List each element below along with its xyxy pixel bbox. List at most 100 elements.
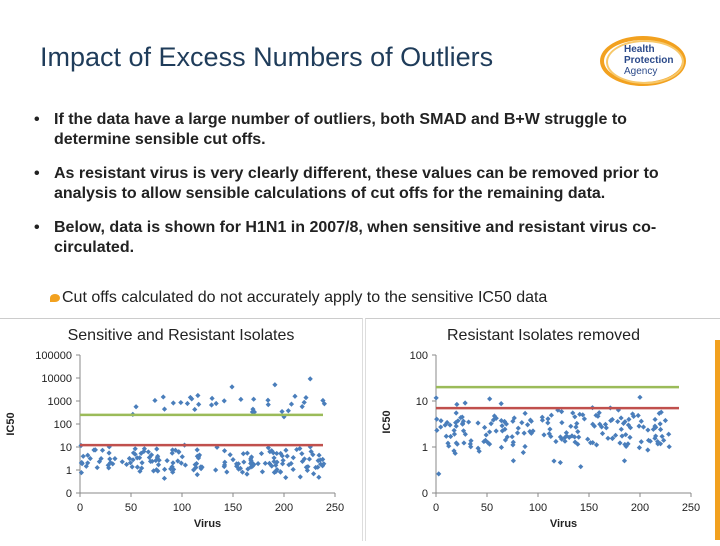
- data-point: [316, 474, 322, 480]
- data-point: [191, 467, 197, 473]
- data-point: [652, 435, 658, 441]
- data-point: [574, 420, 580, 427]
- data-point: [303, 464, 309, 470]
- data-point: [553, 438, 559, 445]
- data-point: [192, 406, 198, 413]
- data-point: [245, 466, 251, 472]
- data-point: [238, 396, 244, 402]
- data-point: [599, 430, 606, 437]
- x-tick-label: 200: [631, 502, 649, 514]
- y-tick-label: 1: [66, 465, 72, 477]
- data-point: [653, 433, 659, 439]
- data-point: [224, 469, 230, 475]
- data-point: [434, 427, 440, 433]
- data-point: [227, 452, 233, 458]
- data-point: [525, 422, 531, 428]
- data-point: [106, 465, 112, 471]
- x-tick-label: 150: [580, 502, 598, 514]
- logo-line-2: Protection: [624, 55, 674, 66]
- data-point: [661, 437, 667, 443]
- data-point: [498, 444, 505, 450]
- data-point: [559, 419, 565, 426]
- y-axis-label: IC50: [381, 410, 393, 433]
- accent-bar: [715, 340, 720, 540]
- data-point: [299, 403, 305, 410]
- data-point: [636, 445, 642, 451]
- data-point: [476, 448, 482, 454]
- data-point: [657, 441, 664, 447]
- data-point: [265, 397, 271, 403]
- data-point: [271, 455, 277, 461]
- data-point: [196, 401, 202, 407]
- data-point: [139, 460, 145, 466]
- y-tick-label: 0: [422, 488, 428, 500]
- logo-ring: [600, 36, 686, 86]
- data-point: [301, 456, 308, 462]
- data-point: [557, 459, 563, 466]
- y-tick-label: 10000: [41, 373, 72, 385]
- data-point: [239, 469, 246, 475]
- data-point: [522, 443, 528, 450]
- data-point: [130, 450, 137, 456]
- logo-line-3: Agency: [624, 66, 658, 77]
- data-point: [623, 443, 629, 450]
- data-point: [599, 424, 605, 430]
- data-point: [274, 467, 280, 473]
- bullet-text-1: If the data have a large number of outli…: [54, 111, 627, 148]
- scatter-plot-left: 0 1 10 100 1000 10000 100000 0 50 100 150 200 250 Vir…: [5, 350, 344, 530]
- data-point: [99, 447, 106, 453]
- data-point: [548, 412, 555, 418]
- data-point: [161, 475, 168, 481]
- data-point: [307, 444, 313, 450]
- data-point: [618, 415, 624, 421]
- data-point: [625, 422, 632, 428]
- data-point: [221, 398, 227, 404]
- data-point: [273, 469, 279, 475]
- bullet-text-3: Below, data is shown for H1N1 in 2007/8,…: [54, 219, 657, 256]
- bullet-item-1: • If the data have a large number of out…: [28, 110, 688, 150]
- data-point: [280, 457, 286, 464]
- data-point: [605, 435, 611, 441]
- data-point: [593, 442, 600, 448]
- data-point: [562, 438, 568, 444]
- data-point: [487, 396, 493, 402]
- sub-bullet-marker: [50, 294, 60, 302]
- data-point: [194, 447, 200, 453]
- y-tick-label: 10: [60, 442, 72, 454]
- data-point: [170, 460, 176, 466]
- data-point: [475, 420, 481, 426]
- data-point: [466, 419, 472, 425]
- data-point: [637, 394, 643, 400]
- data-point: [587, 440, 594, 446]
- data-point: [308, 448, 314, 455]
- data-point: [306, 456, 312, 462]
- data-point: [194, 472, 200, 478]
- data-point: [602, 421, 609, 427]
- data-point: [573, 424, 579, 430]
- data-point: [130, 457, 136, 463]
- data-point: [119, 459, 125, 465]
- data-point: [461, 440, 467, 446]
- data-point: [277, 469, 284, 475]
- data-point: [132, 446, 138, 452]
- data-point: [290, 466, 296, 473]
- data-point: [258, 450, 265, 457]
- data-point: [454, 401, 460, 408]
- data-point: [310, 471, 317, 477]
- data-point: [283, 447, 289, 453]
- data-point: [285, 408, 291, 414]
- data-point: [244, 450, 250, 456]
- y-tick-label: 100: [54, 419, 72, 431]
- data-point: [551, 458, 557, 464]
- data-point: [563, 430, 569, 436]
- x-tick-label: 150: [224, 502, 242, 514]
- data-point: [483, 432, 489, 438]
- data-point: [510, 458, 516, 464]
- data-point: [92, 447, 98, 453]
- data-point: [442, 422, 448, 428]
- data-point: [317, 457, 323, 463]
- data-point: [662, 417, 668, 424]
- data-point: [110, 461, 116, 467]
- data-point: [631, 413, 637, 419]
- data-point: [659, 433, 665, 440]
